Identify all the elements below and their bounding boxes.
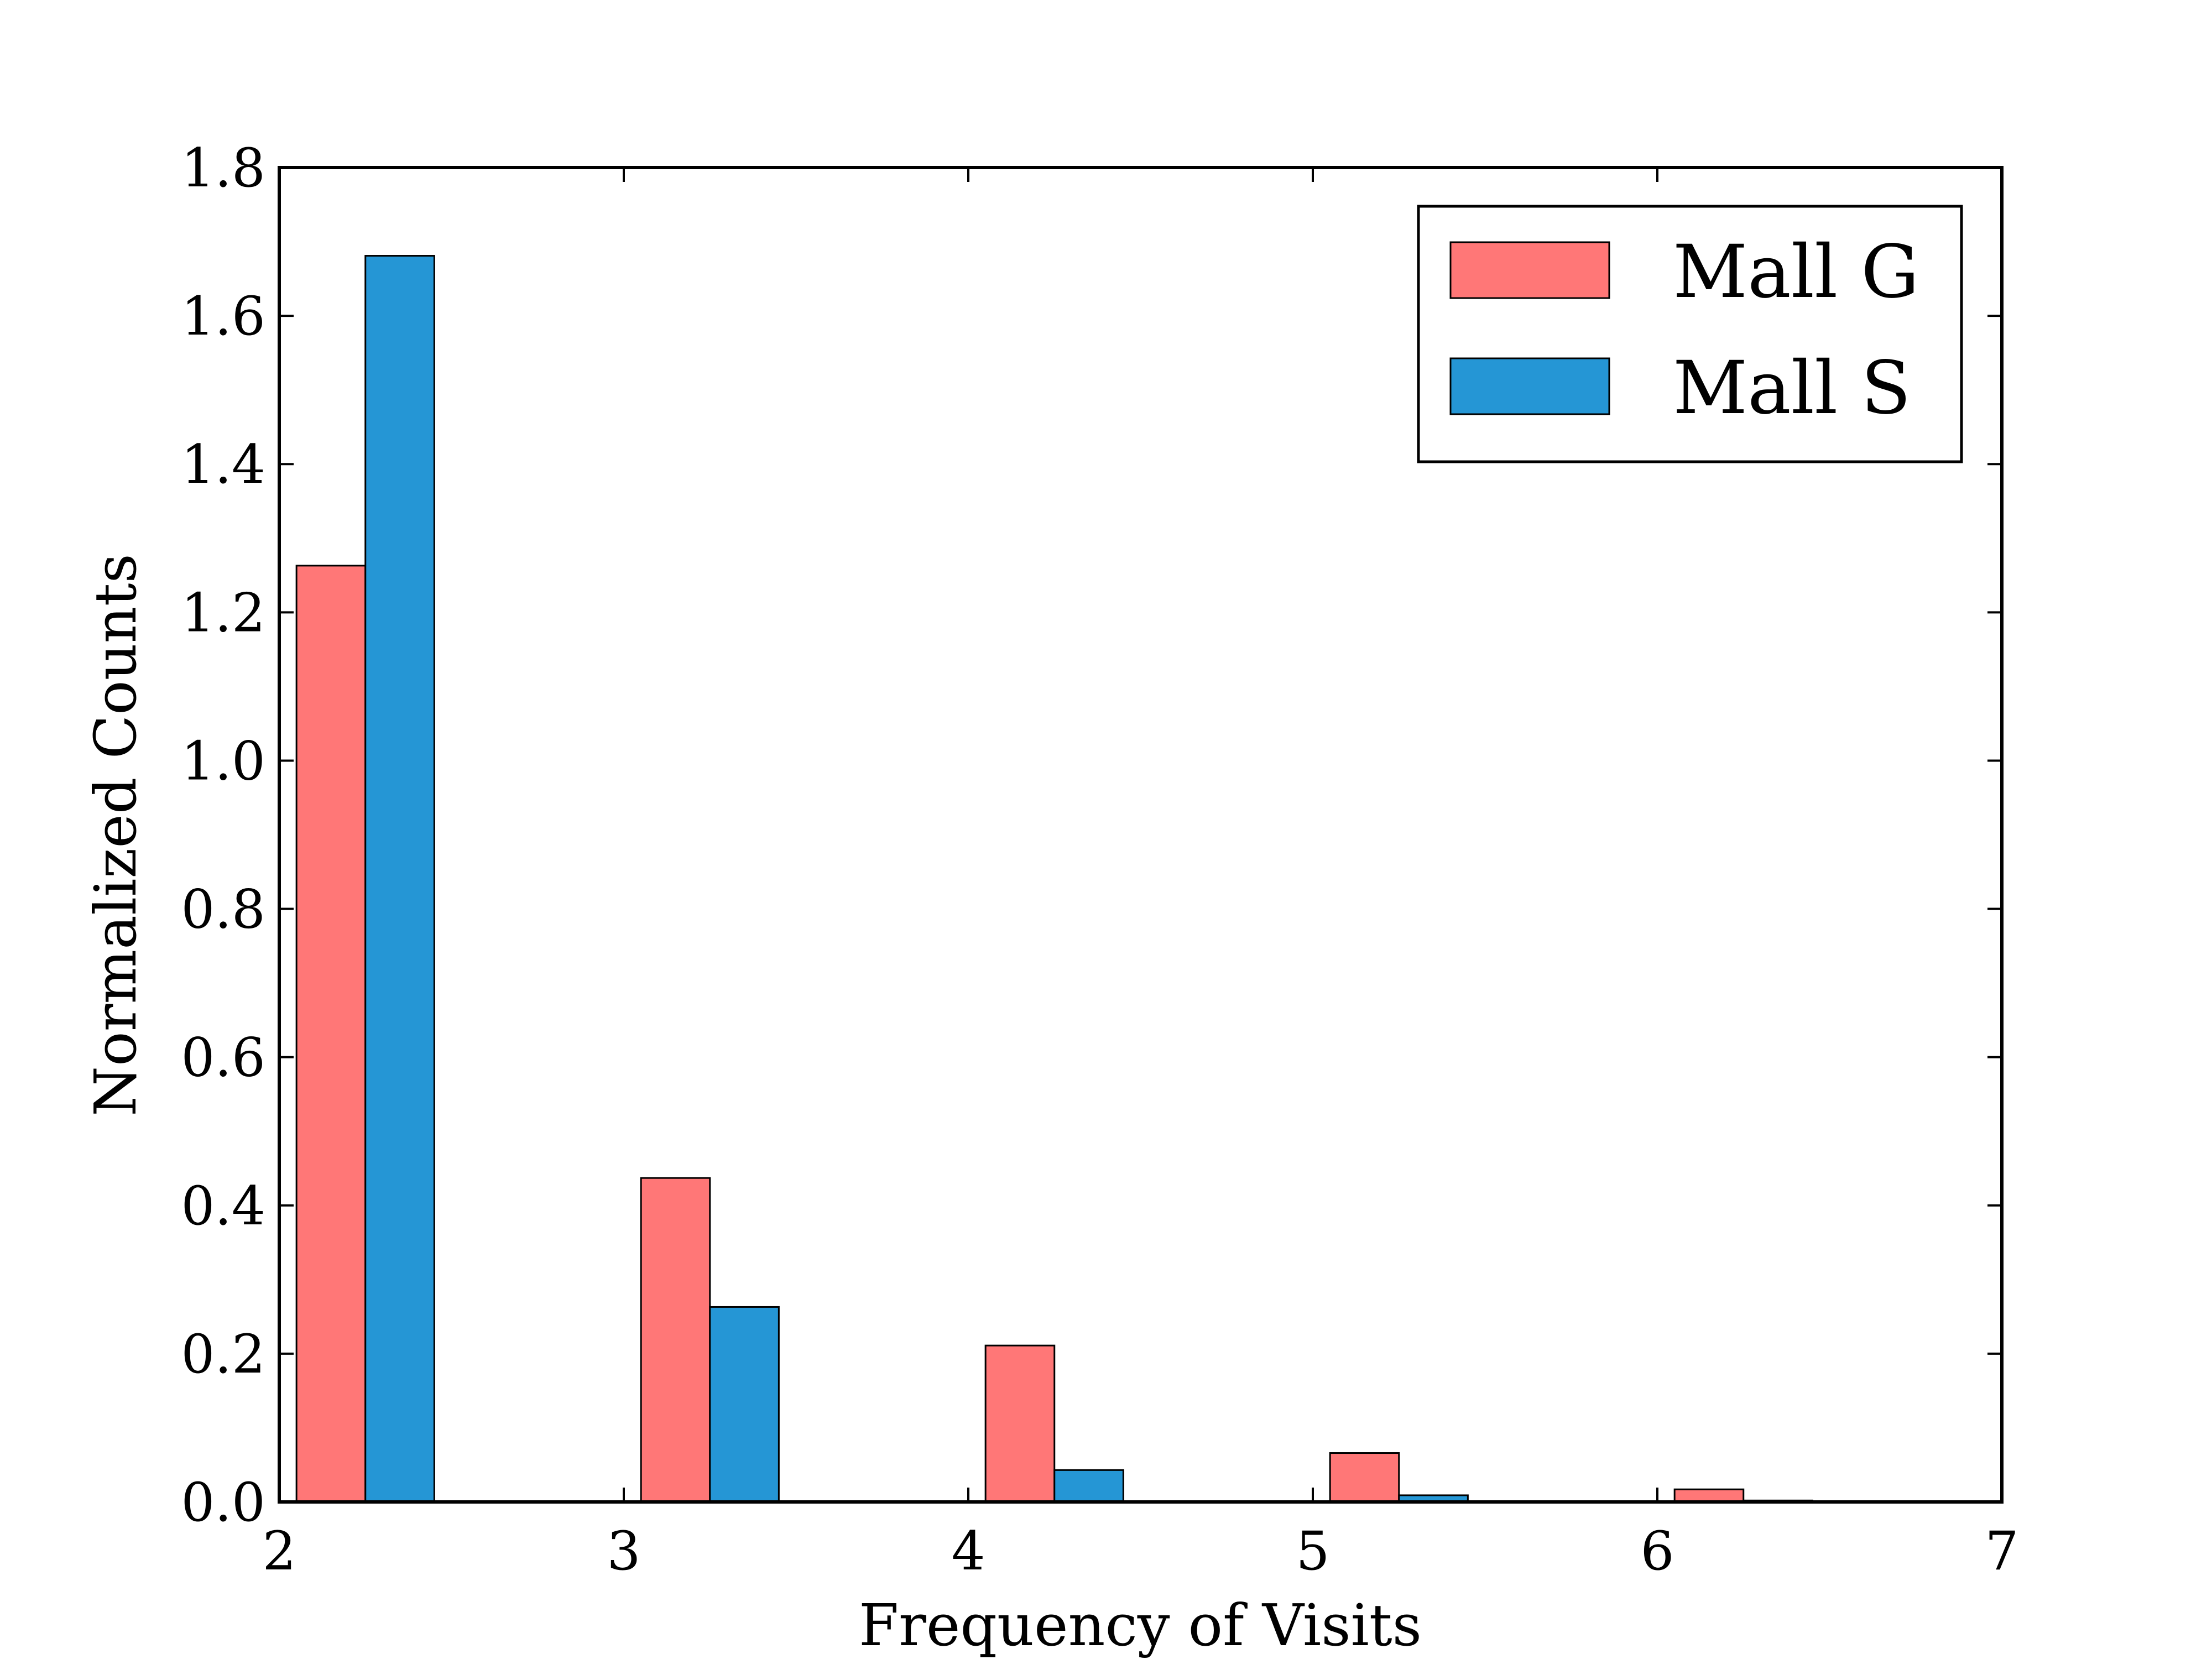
y-tick-label: 1.0 [181, 730, 265, 792]
y-tick-label: 0.6 [181, 1027, 265, 1089]
x-tick-label: 5 [1296, 1520, 1329, 1582]
y-tick-label: 1.4 [181, 434, 265, 495]
bar-mall-g-bin-3 [984, 1344, 1056, 1503]
x-tick-label: 6 [1640, 1520, 1674, 1582]
bar-mall-s-bin-2 [709, 1306, 780, 1503]
plot-frame [278, 166, 2004, 1504]
x-tick-label: 4 [951, 1520, 985, 1582]
x-axis-label: Frequency of Visits [859, 1592, 1422, 1659]
x-tick-label: 2 [262, 1520, 296, 1582]
legend-label-mall-g: Mall G [1673, 229, 1919, 315]
legend: Mall G Mall S [1417, 205, 1963, 463]
bar-mall-g-bin-1 [295, 565, 367, 1503]
y-axis-label: Normalized Counts [82, 554, 149, 1117]
tick-labels-group: 2 3 4 5 6 7 0.0 0.2 0.4 0.6 0.8 1.0 1.2 1.4 1.6 1.8 [181, 137, 2018, 1582]
bars-group [295, 255, 1813, 1503]
legend-label-mall-s: Mall S [1673, 346, 1911, 431]
ticks-group [278, 166, 2003, 1503]
y-tick-label: 0.0 [181, 1472, 265, 1533]
legend-swatch-mall-s [1449, 357, 1610, 415]
x-tick-label: 7 [1985, 1520, 2018, 1582]
bar-mall-g-bin-4 [1329, 1452, 1400, 1503]
y-tick-label: 1.8 [181, 137, 265, 199]
x-tick-label: 3 [607, 1520, 640, 1582]
y-tick-label: 1.2 [181, 582, 265, 644]
y-tick-label: 0.2 [181, 1323, 265, 1385]
legend-swatch-mall-g [1449, 241, 1610, 299]
y-tick-label: 0.4 [181, 1175, 265, 1237]
y-tick-label: 1.6 [181, 285, 265, 347]
bar-mall-s-bin-3 [1053, 1469, 1124, 1503]
bar-mall-s-bin-1 [364, 255, 435, 1503]
y-tick-label: 0.8 [181, 879, 265, 941]
bar-mall-g-bin-5 [1673, 1488, 1745, 1503]
bar-mall-g-bin-2 [640, 1177, 711, 1503]
